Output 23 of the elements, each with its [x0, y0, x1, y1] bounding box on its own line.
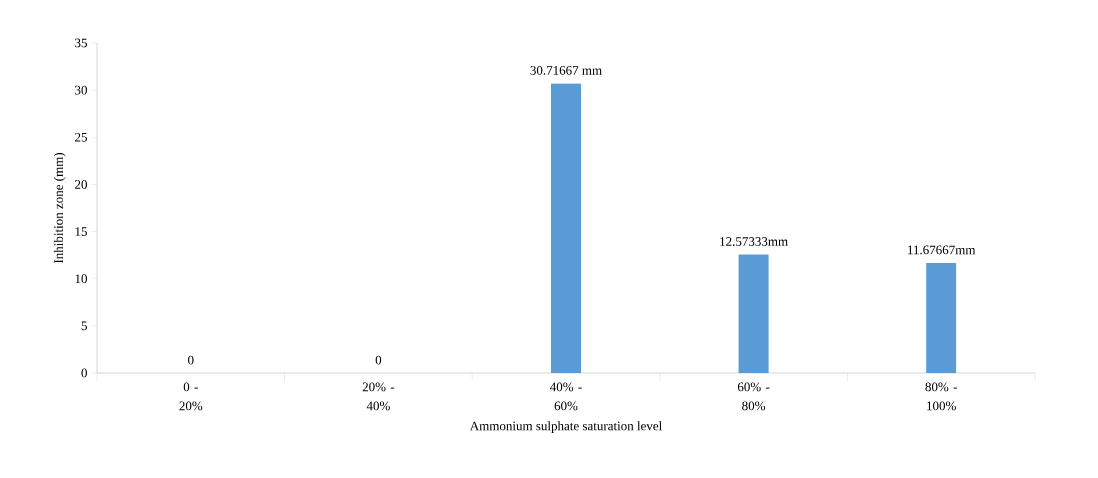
- y-tick-label: 5: [81, 321, 87, 331]
- y-axis-title: Inhibition zone (mm): [53, 152, 66, 264]
- y-tick-label: 25: [75, 132, 87, 142]
- y-tick-label: 35: [75, 38, 87, 48]
- x-tick-label: 0 - 20%: [179, 382, 203, 411]
- y-tick-label: 0: [81, 368, 87, 378]
- y-tick-label: 15: [75, 227, 87, 236]
- x-tick-label: 60% - 80%: [737, 382, 770, 411]
- data-label: 0: [188, 355, 194, 365]
- x-axis-title: Ammonium sulphate saturation level: [469, 421, 662, 433]
- y-tick-label: 30: [75, 85, 87, 95]
- bar: [551, 83, 581, 373]
- data-label: 11.67667mm: [908, 245, 976, 255]
- x-tick-label: 20% - 40%: [362, 382, 395, 411]
- bar: [738, 254, 769, 373]
- data-label: 0: [375, 355, 382, 365]
- x-tick-label: 80% - 100%: [925, 382, 957, 411]
- x-tick-label: 40% - 60%: [550, 382, 582, 411]
- y-tick-label: 10: [75, 274, 87, 284]
- y-tick-label: 20: [75, 180, 87, 189]
- data-label: 12.57333mm: [720, 237, 788, 246]
- data-label: 30.71667 mm: [530, 66, 602, 75]
- bar: [926, 262, 957, 373]
